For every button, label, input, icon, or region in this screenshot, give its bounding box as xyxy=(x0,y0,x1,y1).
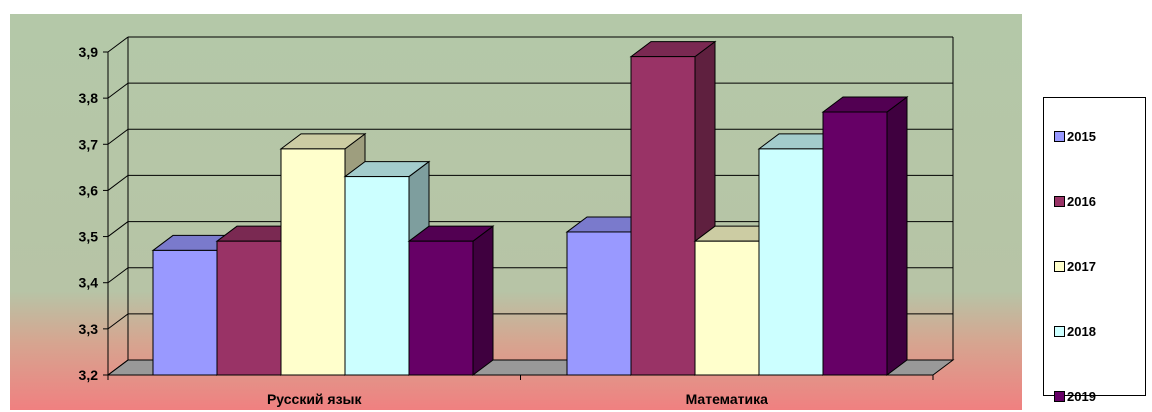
y-tick-label: 3,5 xyxy=(79,229,99,245)
bar-side xyxy=(472,225,494,376)
legend-item-2018: 2018 xyxy=(1054,324,1096,339)
y-tick-label: 3,2 xyxy=(79,367,99,383)
x-category-label: Русский язык xyxy=(267,391,363,407)
legend: 2015 2016 2017 2018 2019 xyxy=(1043,97,1146,404)
y-axis-tick-labels: 3,2 3,3 3,4 3,5 3,6 3,7 3,8 3,9 xyxy=(79,44,99,383)
legend-swatch xyxy=(1054,196,1065,207)
gridline-side xyxy=(107,82,129,99)
legend-item-2017: 2017 xyxy=(1054,259,1096,274)
bar-front xyxy=(822,111,888,376)
bar-front xyxy=(152,249,218,376)
bar-front xyxy=(694,240,760,376)
bar-side xyxy=(886,95,908,376)
bar-front xyxy=(408,240,474,376)
gridline-side xyxy=(107,128,129,145)
bar-front xyxy=(630,56,696,376)
bar-front xyxy=(758,148,824,376)
legend-item-2015: 2015 xyxy=(1054,129,1096,144)
legend-swatch xyxy=(1054,391,1065,402)
gridline-side xyxy=(107,313,129,330)
legend-item-2019: 2019 xyxy=(1054,389,1096,404)
gridline-side xyxy=(107,359,129,376)
y-tick-label: 3,3 xyxy=(79,321,99,337)
x-category-label: Математика xyxy=(686,391,769,407)
legend-label: 2019 xyxy=(1067,389,1096,404)
bar-front xyxy=(344,176,410,376)
gridline-side xyxy=(107,267,129,284)
y-tick-label: 3,4 xyxy=(79,275,99,291)
gridline-side xyxy=(107,36,129,53)
gridline-side xyxy=(107,221,129,237)
bar-front xyxy=(216,240,282,376)
legend-label: 2018 xyxy=(1067,324,1096,339)
legend-swatch xyxy=(1054,261,1065,272)
bar-2019-1 xyxy=(407,225,495,376)
legend-label: 2016 xyxy=(1067,194,1096,209)
bar-front xyxy=(566,231,632,376)
legend-swatch xyxy=(1054,326,1065,337)
gridline-side xyxy=(107,175,129,191)
y-tick-label: 3,8 xyxy=(79,90,99,106)
legend-label: 2015 xyxy=(1067,129,1096,144)
legend-label: 2017 xyxy=(1067,259,1096,274)
x-axis-category-labels: Русский язык Математика xyxy=(267,391,768,407)
bar-front xyxy=(280,148,346,376)
legend-swatch xyxy=(1054,131,1065,142)
bar-2019-2 xyxy=(821,95,909,376)
y-tick-label: 3,7 xyxy=(79,136,99,152)
y-tick-label: 3,9 xyxy=(79,44,99,60)
legend-item-2016: 2016 xyxy=(1054,194,1096,209)
y-tick-label: 3,6 xyxy=(79,182,99,198)
bars xyxy=(151,40,909,376)
